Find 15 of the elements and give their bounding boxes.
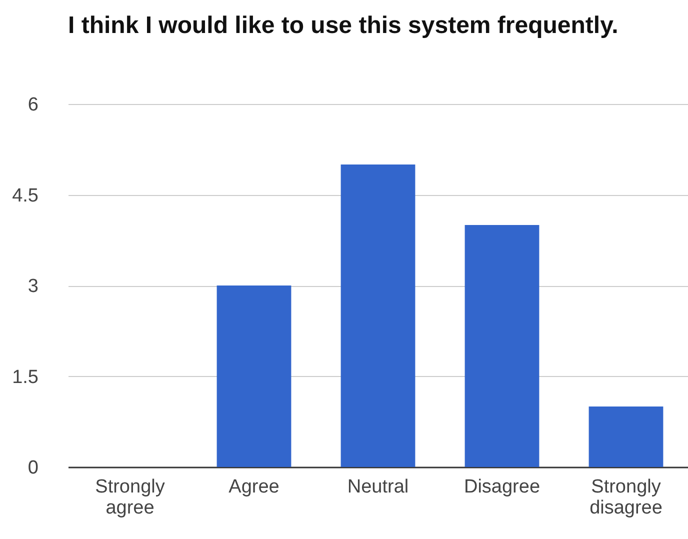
y-tick-label: 0	[28, 458, 38, 478]
chart-title: I think I would like to use this system frequently.	[68, 11, 620, 41]
y-tick-label: 4.5	[12, 185, 38, 206]
bar	[464, 225, 540, 467]
bar	[340, 164, 416, 467]
x-tick-label: Disagree	[464, 476, 540, 498]
x-tick-label: Strongly agree	[95, 476, 166, 518]
y-tick-label: 3	[28, 276, 38, 297]
y-tick-label: 1.5	[12, 366, 38, 388]
bar	[588, 406, 664, 467]
x-tick-label: Strongly disagree	[590, 476, 662, 518]
x-tick-label: Agree	[228, 476, 280, 498]
x-tick-label: Neutral	[347, 476, 409, 498]
bar	[216, 286, 292, 467]
y-tick-label: 6	[28, 94, 38, 116]
